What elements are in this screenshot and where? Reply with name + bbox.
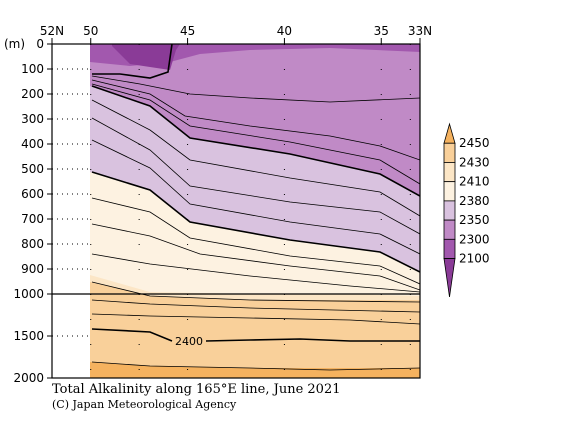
contour-line — [91, 313, 420, 325]
band-2100-2300 — [90, 44, 420, 196]
contour-line — [91, 197, 420, 285]
depth-tick-label: 300 — [21, 112, 44, 126]
contour-lines — [91, 44, 420, 371]
colorbar-bottom-arrow — [443, 258, 456, 298]
colorbar-segment — [443, 219, 456, 240]
colorbar-legend: 2450 2430 2410 2380 2350 2300 2100 — [443, 122, 490, 298]
lat-tick-label: 45 — [180, 24, 195, 38]
colorbar-level-label: 2450 — [459, 136, 490, 150]
contour-line — [91, 253, 420, 293]
depth-tick-label: 1000 — [13, 287, 44, 301]
depth-tick-label: 600 — [21, 187, 44, 201]
contour-line — [91, 223, 420, 291]
depth-tick-label: 2000 — [13, 371, 44, 385]
chart-title: Total Alkalinity along 165°E line, June … — [52, 382, 340, 397]
plot-frame — [51, 43, 421, 379]
depth-tick-label: 200 — [21, 87, 44, 101]
depth-axis: 0 100 200 300 400 500 600 700 800 900 1000 1500 2000 — [13, 37, 90, 385]
lat-tick-label: 52N — [40, 24, 64, 38]
depth-tick-label: 700 — [21, 212, 44, 226]
latitude-axis: 52N 50 45 40 35 33N — [40, 24, 432, 44]
contour-line — [91, 281, 420, 303]
contour-label-2400: 2400 — [175, 335, 203, 348]
band-core — [112, 44, 180, 70]
depth-tick-label: 0 — [36, 37, 44, 51]
colorbar-segment — [443, 238, 456, 259]
colorbar-segment — [443, 162, 456, 183]
contour-line — [91, 79, 420, 161]
contour-line — [91, 75, 420, 103]
colorbar-segment — [443, 142, 456, 163]
colorbar-level-label: 2350 — [459, 213, 490, 227]
lat-tick-label: 35 — [374, 24, 389, 38]
depth-tick-label: 400 — [21, 137, 44, 151]
lat-tick-label: 50 — [83, 24, 98, 38]
depth-tick-label: 500 — [21, 162, 44, 176]
lat-tick-label: 40 — [277, 24, 292, 38]
contour-line — [91, 99, 420, 217]
depth-tick-label: 1500 — [13, 329, 44, 343]
depth-unit-label: (m) — [4, 37, 25, 51]
colorbar-level-label: 2380 — [459, 194, 490, 208]
depth-tick-label: 900 — [21, 262, 44, 276]
lat-tick-label: 33N — [408, 24, 432, 38]
depth-tick-label: 800 — [21, 237, 44, 251]
colorbar-level-label: 2100 — [459, 252, 490, 266]
contour-line-2400 — [91, 328, 420, 342]
contour-line — [91, 361, 420, 371]
depth-tick-label: 100 — [21, 62, 44, 76]
colorbar-level-label: 2300 — [459, 232, 490, 246]
colorbar-level-label: 2430 — [459, 155, 490, 169]
contour-line — [91, 117, 420, 235]
contour-line — [91, 299, 420, 313]
contour-line — [91, 83, 420, 185]
contour-line — [91, 171, 420, 273]
colorbar-segment — [443, 181, 456, 202]
colorbar-level-label: 2410 — [459, 175, 490, 189]
contour-line — [92, 44, 173, 79]
colorbar-top-arrow — [443, 122, 456, 144]
colorbar-segment — [443, 200, 456, 221]
contour-line — [91, 85, 420, 197]
contour-line — [91, 139, 420, 255]
chart-credit: (C) Japan Meteorological Agency — [52, 398, 237, 411]
